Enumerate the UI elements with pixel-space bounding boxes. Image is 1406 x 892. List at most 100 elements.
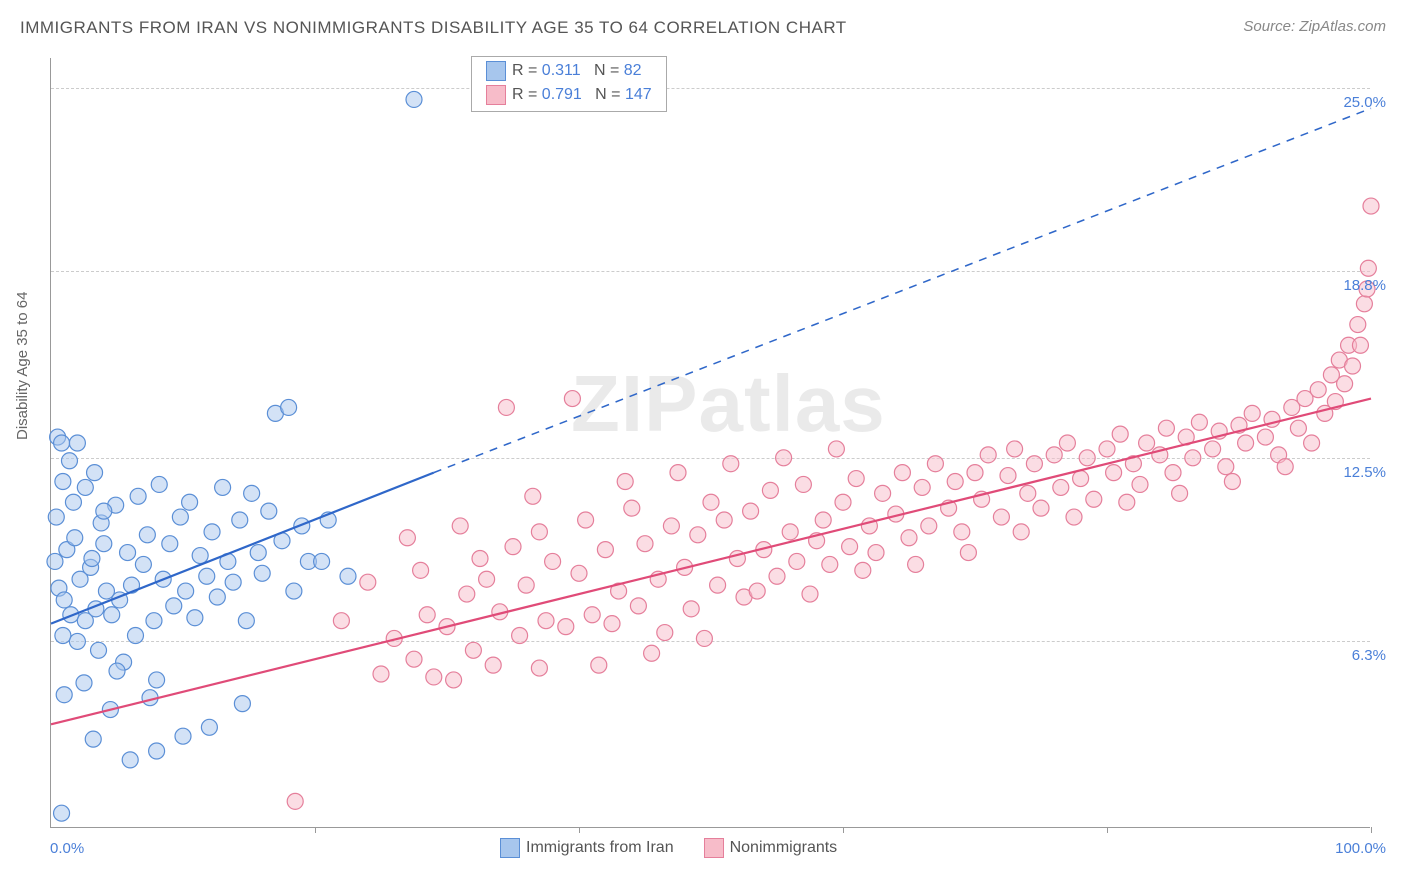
scatter-point	[1363, 198, 1379, 214]
scatter-point	[591, 657, 607, 673]
scatter-point	[1099, 441, 1115, 457]
scatter-point	[419, 607, 435, 623]
scatter-point	[1165, 465, 1181, 481]
scatter-point	[842, 539, 858, 555]
scatter-point	[187, 610, 203, 626]
scatter-point	[201, 719, 217, 735]
scatter-point	[993, 509, 1009, 525]
x-tick-mark	[315, 827, 316, 833]
scatter-point	[1007, 441, 1023, 457]
scatter-point	[1132, 476, 1148, 492]
legend-swatch	[486, 85, 506, 105]
scatter-point	[69, 435, 85, 451]
scatter-point	[584, 607, 600, 623]
scatter-point	[927, 456, 943, 472]
y-tick-label: 18.8%	[1343, 277, 1386, 294]
y-tick-label: 6.3%	[1352, 647, 1386, 664]
scatter-point	[525, 488, 541, 504]
scatter-point	[1337, 376, 1353, 392]
stats-row: R = 0.311 N = 82	[486, 59, 652, 83]
scatter-point	[1350, 317, 1366, 333]
y-tick-label: 25.0%	[1343, 94, 1386, 111]
scatter-point	[564, 391, 580, 407]
scatter-point	[795, 476, 811, 492]
scatter-point	[1244, 405, 1260, 421]
y-axis-label: Disability Age 35 to 64	[14, 292, 31, 440]
scatter-point	[209, 589, 225, 605]
scatter-point	[199, 568, 215, 584]
scatter-point	[333, 613, 349, 629]
legend-swatch	[500, 838, 520, 858]
scatter-point	[406, 651, 422, 667]
scatter-point	[597, 542, 613, 558]
bottom-legend: Immigrants from IranNonimmigrants	[500, 838, 867, 858]
scatter-point	[960, 545, 976, 561]
scatter-point	[670, 465, 686, 481]
scatter-point	[749, 583, 765, 599]
source-prefix: Source:	[1243, 18, 1299, 35]
scatter-point	[690, 527, 706, 543]
r-value: 0.791	[537, 86, 581, 103]
scatter-point	[663, 518, 679, 534]
plot-area: ZIPatlas R = 0.311 N = 82R = 0.791 N = 1…	[50, 58, 1370, 828]
source-attribution: Source: ZipAtlas.com	[1243, 18, 1386, 35]
x-tick-mark	[579, 827, 580, 833]
scatter-point	[848, 471, 864, 487]
scatter-point	[446, 672, 462, 688]
scatter-point	[710, 577, 726, 593]
scatter-point	[130, 488, 146, 504]
scatter-point	[281, 399, 297, 415]
scatter-point	[815, 512, 831, 528]
x-tick-right: 100.0%	[1335, 840, 1386, 857]
scatter-point	[85, 731, 101, 747]
legend-swatch	[704, 838, 724, 858]
scatter-point	[967, 465, 983, 481]
scatter-point	[48, 509, 64, 525]
scatter-point	[716, 512, 732, 528]
scatter-point	[87, 465, 103, 481]
scatter-point	[1360, 260, 1376, 276]
scatter-point	[55, 474, 71, 490]
scatter-point	[1053, 479, 1069, 495]
scatter-point	[192, 548, 208, 564]
scatter-point	[109, 663, 125, 679]
scatter-point	[1352, 337, 1368, 353]
scatter-point	[696, 630, 712, 646]
n-value: 82	[619, 62, 641, 79]
scatter-point	[1106, 465, 1122, 481]
scatter-point	[1185, 450, 1201, 466]
scatter-point	[630, 598, 646, 614]
scatter-point	[56, 592, 72, 608]
scatter-point	[828, 441, 844, 457]
scatter-point	[96, 536, 112, 552]
scatter-point	[1310, 382, 1326, 398]
scatter-point	[77, 479, 93, 495]
scatter-point	[980, 447, 996, 463]
scatter-point	[624, 500, 640, 516]
scatter-point	[459, 586, 475, 602]
scatter-point	[1013, 524, 1029, 540]
n-label: N =	[594, 62, 619, 79]
scatter-point	[782, 524, 798, 540]
scatter-point	[1158, 420, 1174, 436]
scatter-point	[723, 456, 739, 472]
scatter-point	[76, 675, 92, 691]
scatter-point	[518, 577, 534, 593]
scatter-point	[1066, 509, 1082, 525]
scatter-point	[340, 568, 356, 584]
scatter-point	[399, 530, 415, 546]
scatter-point	[254, 565, 270, 581]
scatter-point	[1224, 474, 1240, 490]
scatter-point	[1257, 429, 1273, 445]
scatter-point	[360, 574, 376, 590]
x-tick-left: 0.0%	[50, 840, 84, 857]
scatter-point	[571, 565, 587, 581]
scatter-point	[151, 476, 167, 492]
scatter-point	[69, 633, 85, 649]
scatter-point	[914, 479, 930, 495]
scatter-point	[1290, 420, 1306, 436]
scatter-point	[1112, 426, 1128, 442]
scatter-point	[1073, 471, 1089, 487]
legend-swatch	[486, 61, 506, 81]
scatter-point	[287, 793, 303, 809]
